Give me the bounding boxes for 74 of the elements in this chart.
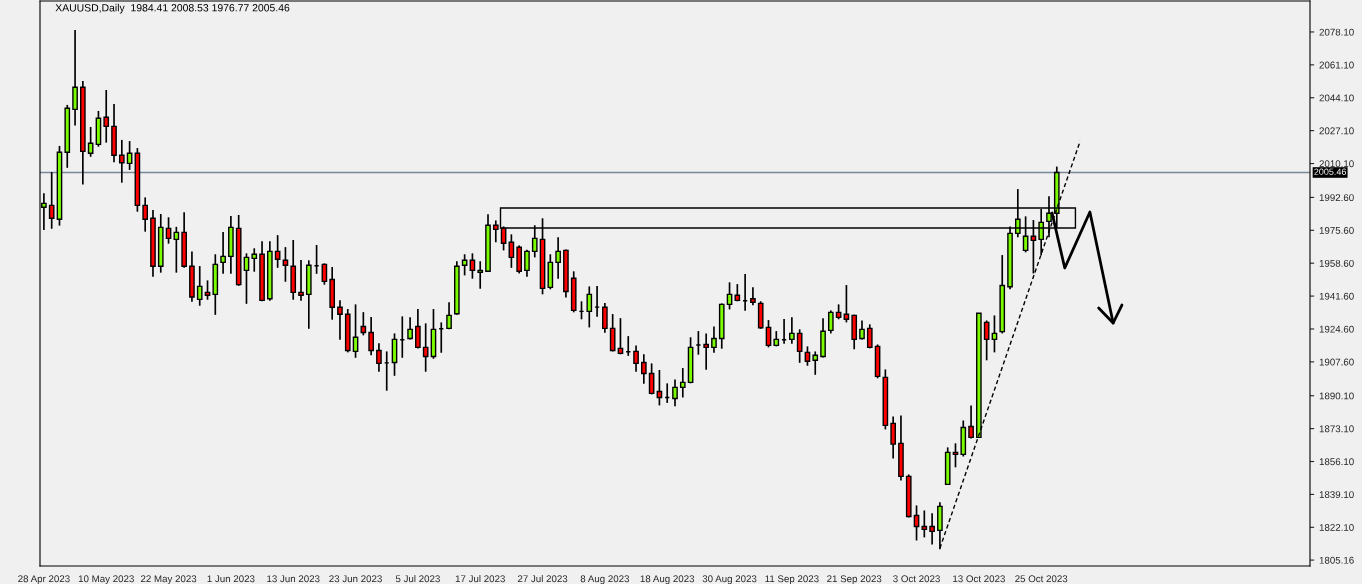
candlestick — [633, 344, 639, 373]
x-tick-label: 13 Oct 2023 — [953, 575, 1005, 583]
ref-line-label: 2005.46 — [1314, 168, 1347, 175]
x-tick-label: 10 May 2023 — [78, 575, 134, 584]
x-tick-label: 11 Sep 2023 — [765, 575, 819, 584]
x-tick-label: 30 Aug 2023 — [702, 575, 757, 584]
candlestick — [48, 171, 55, 230]
candlestick — [555, 236, 561, 280]
x-tick-label: 18 Aug 2023 — [640, 575, 695, 584]
candlestick — [609, 313, 616, 353]
y-tick-label: 1839.10 — [1319, 491, 1354, 499]
candlestick — [586, 285, 593, 329]
candlestick — [929, 512, 935, 546]
x-tick-label: 23 Jun 2023 — [329, 575, 382, 583]
x-tick-label: 28 Apr 2023 — [18, 575, 70, 584]
y-tick-label: 2061.10 — [1319, 61, 1354, 69]
candlestick — [220, 231, 226, 275]
candlestick — [118, 139, 125, 184]
x-tick-label: 27 Jul 2023 — [517, 575, 568, 583]
candlestick — [477, 260, 484, 290]
y-tick-label: 2027.10 — [1319, 127, 1354, 135]
y-tick-label: 1924.60 — [1319, 325, 1354, 333]
candlestick — [422, 322, 429, 373]
candlestick — [196, 265, 203, 307]
x-tick-label: 13 Jun 2023 — [267, 575, 320, 583]
y-tick-label: 2078.10 — [1319, 28, 1354, 36]
chart-title: XAUUSD,Daily 1984.41 2008.53 1976.77 2005.46 — [55, 3, 290, 14]
x-tick-label: 22 May 2023 — [140, 575, 197, 584]
x-tick-label: 25 Oct 2023 — [1015, 575, 1068, 583]
candlestick — [103, 89, 110, 144]
candlestick — [368, 316, 374, 357]
candlestick — [789, 316, 795, 345]
x-tick-label: 3 Oct 2023 — [893, 575, 940, 583]
candlestick — [142, 196, 149, 233]
x-tick-label: 21 Sep 2023 — [827, 575, 882, 584]
candlestick — [812, 350, 819, 376]
candlestick — [298, 259, 304, 302]
x-tick-label: 17 Jul 2023 — [455, 575, 505, 583]
candlestick — [921, 509, 928, 539]
candlestick — [407, 316, 413, 341]
y-tick-label: 1805.16 — [1319, 556, 1354, 564]
y-tick-label: 1992.60 — [1319, 194, 1354, 202]
candlestick — [968, 404, 974, 440]
candlestick — [251, 247, 258, 273]
x-tick-label: 1 Jun 2023 — [207, 575, 255, 583]
y-tick-label: 1873.10 — [1319, 425, 1354, 433]
y-tick-label: 1822.10 — [1319, 524, 1354, 531]
candlestick — [72, 29, 78, 127]
y-tick-label: 1958.60 — [1319, 259, 1354, 267]
y-tick-label: 2010.10 — [1319, 160, 1354, 168]
candlestick — [337, 299, 343, 341]
candlestick — [602, 302, 608, 334]
candlestick — [446, 301, 452, 331]
candlestick — [711, 325, 717, 354]
candlestick — [516, 244, 523, 275]
candlestick — [376, 342, 382, 373]
x-tick-label: 5 Jul 2023 — [395, 575, 440, 583]
y-tick-label: 1856.10 — [1319, 458, 1354, 466]
y-tick-label: 2044.10 — [1319, 94, 1354, 102]
candlestick — [640, 353, 647, 385]
candlestick — [703, 332, 710, 371]
y-tick-label: 1890.10 — [1319, 392, 1354, 400]
candlestick — [415, 308, 421, 350]
candlestick — [851, 313, 858, 351]
y-tick-label: 1975.60 — [1319, 227, 1354, 234]
x-tick-label: 8 Aug 2023 — [580, 575, 630, 584]
candlestick — [679, 367, 686, 399]
candlestick — [827, 309, 834, 335]
candlestick — [890, 415, 896, 460]
candlestick — [672, 378, 678, 408]
y-tick-label: 1941.60 — [1319, 292, 1354, 300]
y-tick-label: 1907.60 — [1319, 358, 1354, 366]
candlestick — [524, 248, 530, 278]
candlestick — [204, 279, 211, 301]
